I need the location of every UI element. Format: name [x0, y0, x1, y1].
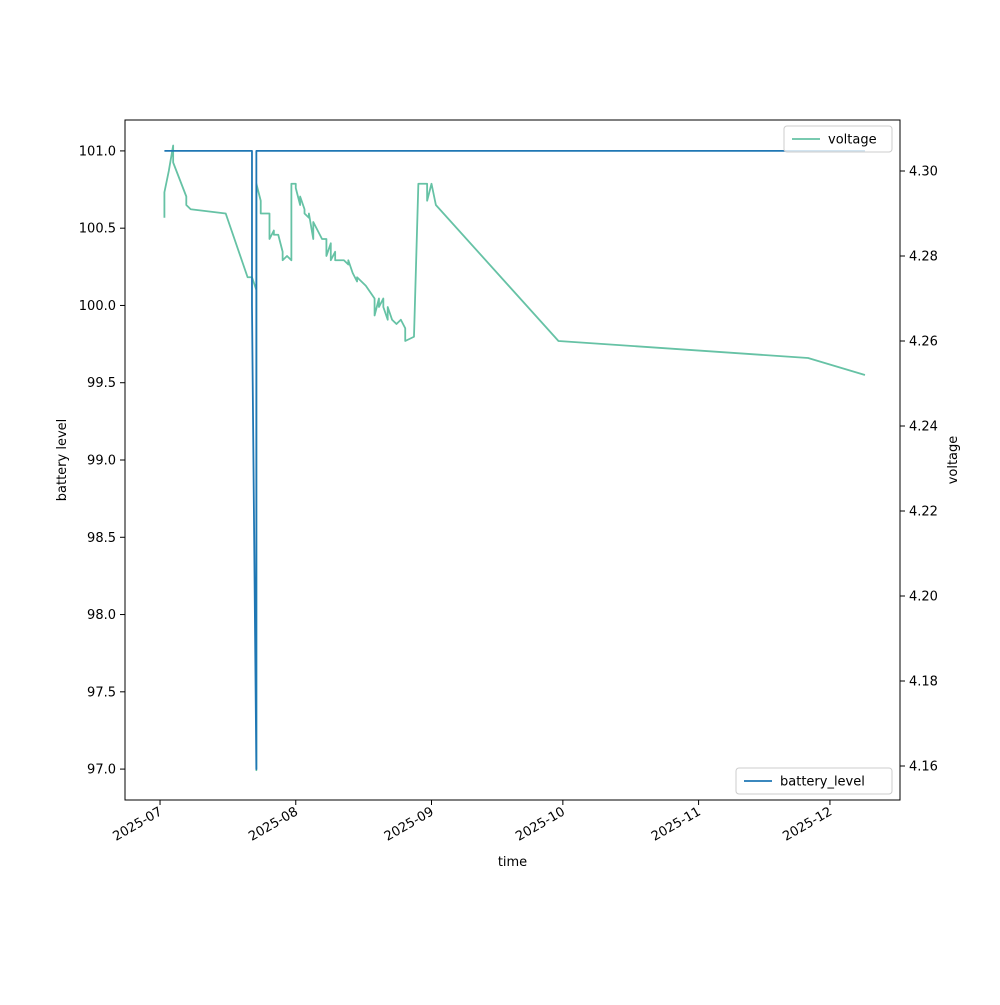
series-line-battery-level	[164, 150, 865, 770]
series-layer	[163, 144, 866, 772]
y-right-tick-label: 4.16	[909, 760, 938, 775]
x-axis: 2025-07 2025-08 2025-09 2025-10 2025-11 2025-…	[110, 800, 835, 845]
legend-label: battery_level	[780, 775, 865, 790]
y-right-tick-label: 4.18	[909, 675, 938, 690]
plot-frame	[124, 119, 901, 801]
x-axis-title: time	[498, 855, 527, 870]
legend-box	[735, 767, 893, 795]
legend-battery-level: battery_level	[735, 767, 893, 795]
y-right-tick-label: 4.20	[909, 590, 938, 605]
y-right-tick-label: 4.26	[909, 335, 938, 350]
y-right-tick-label: 4.30	[909, 165, 938, 180]
x-tick-label: 2025-10	[513, 804, 568, 844]
y-left-tick-label: 98.5	[87, 531, 116, 546]
x-tick-label: 2025-12	[780, 804, 835, 844]
y-left-tick-label: 101.0	[79, 144, 116, 159]
y-axis-right-title: voltage	[946, 436, 961, 485]
y-left-tick-label: 97.0	[87, 763, 116, 778]
y-left-tick-label: 100.0	[79, 299, 116, 314]
y-axis-left: 97.0 97.5 98.0 98.5 99.0 99.5 100.0 100.5 101.0	[79, 144, 125, 778]
y-axis-left-title: battery level	[55, 419, 70, 502]
x-tick-label: 2025-08	[246, 804, 301, 844]
y-left-tick-label: 98.0	[87, 608, 116, 623]
y-left-tick-label: 99.0	[87, 454, 116, 469]
legend-box	[783, 125, 893, 153]
y-right-tick-label: 4.28	[909, 250, 938, 265]
x-tick-label: 2025-11	[649, 804, 704, 844]
legend-voltage: voltage	[783, 125, 893, 153]
y-right-tick-label: 4.24	[909, 420, 938, 435]
y-left-tick-label: 100.5	[79, 222, 116, 237]
y-left-tick-label: 99.5	[87, 376, 116, 391]
legend-layer: voltage battery_level	[735, 125, 893, 795]
x-tick-label: 2025-07	[110, 804, 165, 844]
x-tick-label: 2025-09	[382, 804, 437, 844]
y-axis-right: 4.16 4.18 4.20 4.22 4.24 4.26 4.28 4.30	[900, 165, 938, 775]
y-right-tick-label: 4.22	[909, 505, 938, 520]
legend-label: voltage	[828, 133, 877, 148]
series-line-voltage	[163, 144, 866, 772]
y-left-tick-label: 97.5	[87, 685, 116, 700]
